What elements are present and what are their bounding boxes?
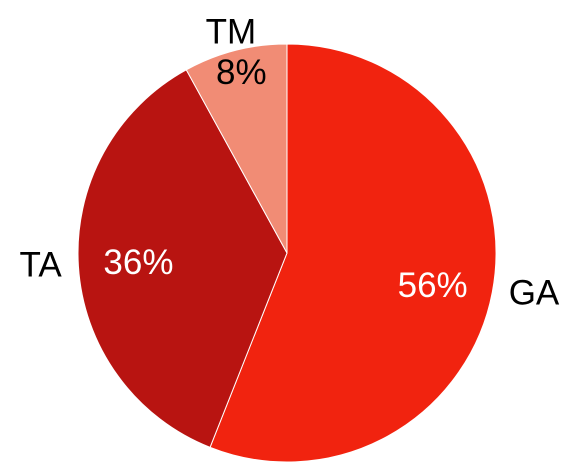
value-label-tm: 8% <box>216 53 267 92</box>
pie-slices <box>77 43 497 462</box>
category-label-tm: TM <box>206 13 257 52</box>
value-label-ta: 36% <box>103 243 173 282</box>
category-label-ga: GA <box>509 274 560 313</box>
category-label-ta: TA <box>20 245 63 284</box>
pie-slice-ta <box>77 69 288 448</box>
pie-slice-tm <box>185 43 288 254</box>
pie-slice-ga <box>209 43 497 462</box>
pie-labels: 56% GA 36% TA 8%TM <box>20 13 560 313</box>
value-label-ga: 56% <box>398 266 468 305</box>
